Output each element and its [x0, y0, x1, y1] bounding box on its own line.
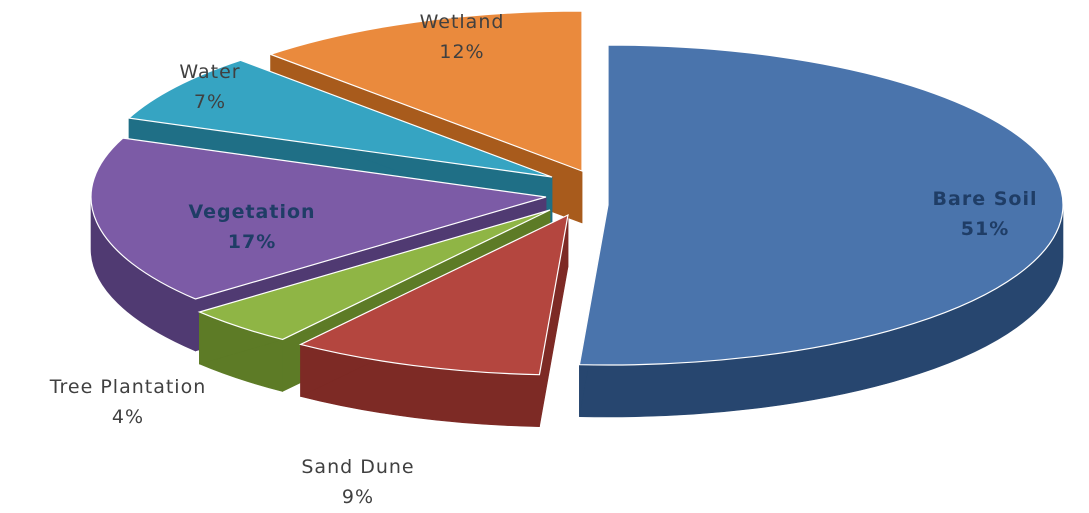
percent-label: 17% — [228, 231, 276, 253]
slice-sand-dune — [298, 213, 569, 376]
category-label: Sand Dune — [301, 456, 414, 478]
percent-label: 7% — [194, 91, 226, 113]
percent-label: 9% — [342, 486, 374, 508]
slice-wetland — [268, 10, 583, 172]
slice-tree-plantation — [197, 209, 551, 341]
category-label: Tree Plantation — [49, 376, 207, 398]
percent-label: 12% — [439, 41, 484, 63]
slice-tops-layer — [90, 10, 1064, 376]
data-label-sand-dune: Sand Dune 9% — [301, 456, 414, 508]
category-label: Bare Soil — [933, 188, 1038, 210]
data-label-vegetation: Vegetation 17% — [188, 201, 315, 253]
percent-label: 4% — [112, 406, 144, 428]
data-label-tree-plantation: Tree Plantation 4% — [49, 376, 207, 428]
category-label: Vegetation — [188, 201, 315, 223]
slice-vegetation — [90, 137, 547, 300]
slice-bare-soil — [578, 44, 1064, 366]
slice-water — [127, 59, 553, 178]
data-label-water: Water 7% — [179, 61, 240, 113]
data-label-bare-soil: Bare Soil 51% — [933, 188, 1038, 240]
percent-label: 51% — [961, 218, 1009, 240]
slice-labels-layer: Bare Soil 51% Sand Dune 9% Tree Plantation 4%… — [49, 11, 1038, 508]
data-label-wetland: Wetland 12% — [420, 11, 505, 63]
category-label: Water — [179, 61, 240, 83]
category-label: Wetland — [420, 11, 505, 33]
